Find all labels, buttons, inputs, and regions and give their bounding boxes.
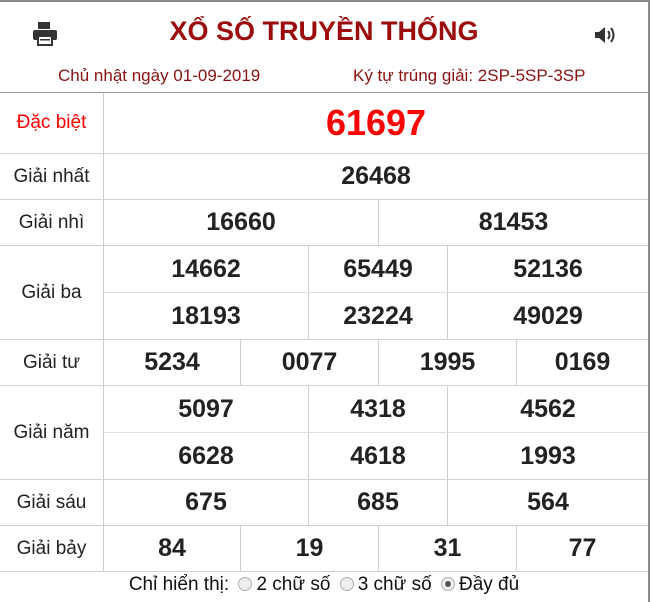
prize-number: 65449 — [309, 246, 448, 292]
prize-number: 4562 — [520, 394, 576, 423]
prize-label: Giải bảy — [0, 526, 104, 571]
radio-3-digits[interactable] — [339, 577, 354, 591]
prize-number: 14662 — [104, 246, 309, 292]
prize-number: 19 — [241, 526, 379, 571]
prize-number: 6628 — [104, 433, 309, 479]
prize-row-seventh: Giải bảy 84 19 31 77 — [0, 526, 648, 572]
prize-number: 5097 — [104, 386, 309, 432]
printer-icon[interactable] — [32, 22, 58, 51]
prize-label: Giải nhất — [0, 154, 104, 199]
prize-number: 4318 — [309, 386, 448, 432]
display-options: Chỉ hiển thị: 2 chữ số 3 chữ số Đầy đủ — [0, 574, 648, 596]
prize-label: Giải tư — [0, 340, 104, 385]
prize-label: Giải nhì — [0, 200, 104, 245]
prize-number: 26468 — [341, 162, 411, 190]
prize-number: 4618 — [309, 433, 448, 479]
prize-label: Giải năm — [0, 386, 104, 479]
option-label[interactable]: 3 chữ số — [357, 574, 432, 595]
results-table: Đặc biệt 61697 Giải nhất 26468 Giải nhì … — [0, 92, 648, 572]
prize-number: 564 — [527, 488, 569, 516]
prize-row-second: Giải nhì 16660 81453 — [0, 200, 648, 246]
prize-number: 16660 — [104, 200, 379, 245]
display-label: Chỉ hiển thị: — [128, 574, 230, 595]
prize-row-special: Đặc biệt 61697 — [0, 93, 648, 154]
prize-number: 0169 — [554, 348, 611, 376]
prize-number: 0077 — [241, 340, 379, 385]
speaker-icon[interactable] — [594, 25, 618, 50]
prize-label: Giải sáu — [0, 480, 104, 525]
winning-codes: Ký tự trúng giải: 2SP-5SP-3SP — [353, 66, 586, 85]
prize-number: 31 — [379, 526, 517, 571]
prize-label: Đặc biệt — [0, 93, 104, 153]
draw-date: Chủ nhật ngày 01-09-2019 — [58, 66, 261, 85]
radio-full[interactable] — [440, 577, 455, 591]
prize-number: 77 — [568, 534, 597, 562]
option-label[interactable]: 2 chữ số — [256, 574, 331, 595]
prize-number: 1993 — [520, 441, 576, 470]
prize-row-fifth: Giải năm 5097 4318 4562 6628 4618 1993 — [0, 386, 648, 480]
prize-label: Giải ba — [0, 246, 104, 339]
prize-number: 685 — [309, 480, 448, 525]
prize-row-fourth: Giải tư 5234 0077 1995 0169 — [0, 340, 648, 386]
option-label[interactable]: Đầy đủ — [458, 574, 520, 595]
prize-row-third: Giải ba 14662 65449 52136 18193 23224 49029 — [0, 246, 648, 340]
prize-row-first: Giải nhất 26468 — [0, 154, 648, 200]
radio-2-digits[interactable] — [238, 577, 253, 591]
prize-number: 18193 — [104, 293, 309, 339]
prize-row-sixth: Giải sáu 675 685 564 — [0, 480, 648, 526]
prize-number: 84 — [104, 526, 241, 571]
prize-number: 81453 — [478, 208, 549, 236]
prize-number: 49029 — [513, 301, 583, 330]
prize-number: 61697 — [325, 102, 427, 143]
prize-number: 52136 — [513, 254, 583, 283]
page-title: XỔ SỐ TRUYỀN THỐNG — [169, 16, 479, 46]
prize-number: 1995 — [379, 340, 517, 385]
prize-number: 23224 — [309, 293, 448, 339]
prize-number: 675 — [104, 480, 309, 525]
prize-number: 5234 — [104, 340, 241, 385]
